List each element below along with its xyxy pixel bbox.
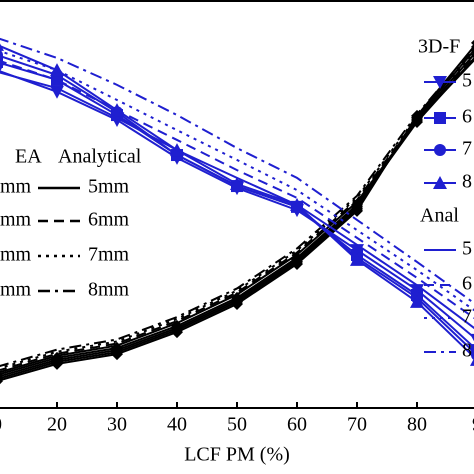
legend-label: 8 [462, 340, 472, 362]
marker [351, 204, 363, 217]
legend-label: mm [0, 244, 32, 266]
legend-label: 5mm [88, 176, 130, 198]
x-tick-label: 40 [167, 414, 187, 436]
marker [230, 177, 244, 191]
marker [0, 49, 3, 61]
series-line [0, 50, 474, 370]
series-line [0, 37, 474, 305]
series-line [0, 58, 474, 374]
marker [0, 378, 3, 385]
legend-label: mm [0, 209, 32, 231]
marker [350, 252, 364, 266]
legend-label: 8mm [88, 279, 130, 301]
marker [50, 63, 64, 77]
x-tick-label: 80 [407, 414, 427, 436]
x-tick-label: 20 [47, 414, 67, 436]
legend-label: 6 [462, 273, 472, 295]
x-tick-label: 30 [107, 414, 127, 436]
marker [470, 333, 474, 342]
marker [291, 257, 303, 270]
series-line [0, 54, 474, 372]
marker [0, 43, 4, 51]
legend-title: EA [15, 146, 42, 168]
legend-title: Analytical [58, 146, 142, 168]
legend-label: 5 [462, 70, 472, 92]
marker [171, 326, 183, 339]
legend-title: Anal [420, 205, 459, 227]
marker [51, 357, 63, 370]
x-tick-label: 0 [0, 414, 2, 436]
marker [471, 39, 474, 46]
x-tick-label: 50 [227, 414, 247, 436]
x-axis-label: LCF PM (%) [184, 444, 290, 466]
series-line [0, 46, 474, 367]
marker [410, 294, 424, 308]
legend-title: 3D-F [418, 36, 460, 58]
x-tick-label: 60 [287, 414, 307, 436]
legend-label: mm [0, 279, 32, 301]
legend-label: 6mm [88, 209, 130, 231]
legend-label: 6 [462, 106, 472, 128]
legend-marker [433, 76, 447, 89]
legend-marker [433, 176, 447, 189]
legend-label: 5 [462, 238, 472, 260]
marker [470, 358, 474, 366]
legend-marker [434, 144, 446, 156]
series-line [0, 71, 474, 330]
series-line [0, 59, 474, 319]
legend-label: 8 [462, 171, 472, 193]
x-tick-label: 70 [347, 414, 367, 436]
legend-label: mm [0, 176, 32, 198]
marker [231, 297, 243, 310]
legend-label: 7mm [88, 244, 130, 266]
marker [111, 348, 123, 361]
legend-label: 7 [462, 138, 472, 160]
x-tick-label: 9 [472, 414, 474, 436]
legend-label: 7 [462, 306, 472, 328]
legend-marker [434, 112, 446, 124]
series-line [0, 50, 474, 312]
